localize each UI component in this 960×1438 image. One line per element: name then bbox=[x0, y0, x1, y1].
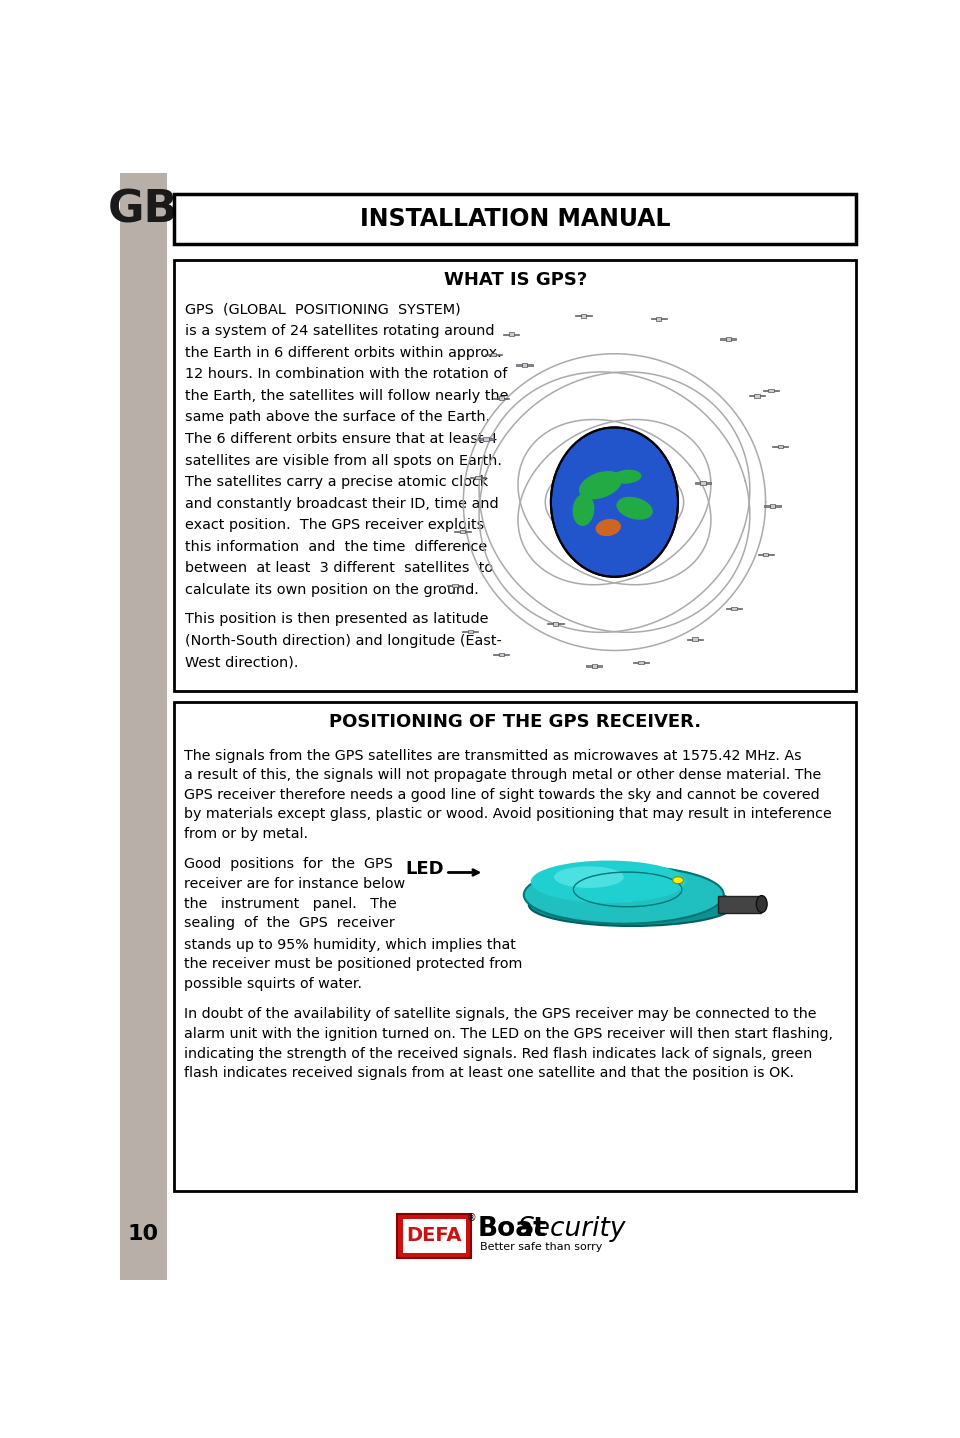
Text: Better safe than sorry: Better safe than sorry bbox=[480, 1242, 602, 1252]
Text: is a system of 24 satellites rotating around: is a system of 24 satellites rotating ar… bbox=[185, 324, 494, 338]
Text: The signals from the GPS satellites are transmitted as microwaves at 1575.42 MHz: The signals from the GPS satellites are … bbox=[183, 749, 802, 762]
Bar bbox=[452, 584, 458, 587]
Text: receiver are for instance below: receiver are for instance below bbox=[183, 877, 405, 892]
Bar bbox=[638, 660, 643, 664]
Bar bbox=[692, 637, 698, 641]
Text: sealing  of  the  GPS  receiver: sealing of the GPS receiver bbox=[183, 916, 395, 930]
Text: 12 hours. In combination with the rotation of: 12 hours. In combination with the rotati… bbox=[185, 367, 508, 381]
Text: INSTALLATION MANUAL: INSTALLATION MANUAL bbox=[360, 207, 670, 232]
Bar bbox=[120, 173, 166, 1280]
Text: from or by metal.: from or by metal. bbox=[183, 827, 307, 841]
Text: GPS receiver therefore needs a good line of sight towards the sky and cannot be : GPS receiver therefore needs a good line… bbox=[183, 788, 819, 802]
Text: flash indicates received signals from at least one satellite and that the positi: flash indicates received signals from at… bbox=[183, 1066, 794, 1080]
Bar bbox=[553, 623, 559, 626]
Ellipse shape bbox=[579, 472, 622, 499]
Bar bbox=[403, 1219, 466, 1252]
Bar bbox=[475, 476, 481, 479]
Ellipse shape bbox=[616, 496, 653, 519]
Text: this information  and  the time  difference: this information and the time difference bbox=[185, 539, 488, 554]
Bar bbox=[460, 529, 466, 533]
Bar bbox=[778, 444, 783, 449]
Text: by materials except glass, plastic or wood. Avoid positioning that may result in: by materials except glass, plastic or wo… bbox=[183, 807, 831, 821]
Bar bbox=[770, 505, 776, 508]
Text: The 6 different orbits ensure that at least 4: The 6 different orbits ensure that at le… bbox=[185, 431, 497, 446]
Bar bbox=[509, 332, 515, 336]
Text: the Earth in 6 different orbits within approx.: the Earth in 6 different orbits within a… bbox=[185, 345, 502, 360]
Text: alarm unit with the ignition turned on. The LED on the GPS receiver will then st: alarm unit with the ignition turned on. … bbox=[183, 1027, 832, 1041]
Text: satellites are visible from all spots on Earth.: satellites are visible from all spots on… bbox=[185, 453, 502, 467]
Ellipse shape bbox=[551, 427, 678, 577]
Text: GPS  (GLOBAL  POSITIONING  SYSTEM): GPS (GLOBAL POSITIONING SYSTEM) bbox=[185, 302, 461, 316]
Bar bbox=[397, 1214, 471, 1258]
Text: (North-South direction) and longitude (East-: (North-South direction) and longitude (E… bbox=[185, 634, 502, 647]
Ellipse shape bbox=[531, 860, 685, 903]
Bar bbox=[768, 388, 774, 393]
Text: indicating the strength of the received signals. Red flash indicates lack of sig: indicating the strength of the received … bbox=[183, 1047, 812, 1060]
Text: stands up to 95% humidity, which implies that: stands up to 95% humidity, which implies… bbox=[183, 938, 516, 952]
Bar bbox=[522, 364, 527, 367]
Text: Boat: Boat bbox=[478, 1217, 547, 1242]
Text: ®: ® bbox=[467, 1214, 476, 1224]
Bar bbox=[483, 437, 489, 441]
Text: DEFA: DEFA bbox=[406, 1227, 462, 1245]
Bar bbox=[656, 318, 661, 321]
Bar bbox=[731, 607, 736, 610]
Text: The satellites carry a precise atomic clock: The satellites carry a precise atomic cl… bbox=[185, 475, 489, 489]
Text: the Earth, the satellites will follow nearly the: the Earth, the satellites will follow ne… bbox=[185, 388, 509, 403]
Text: GB: GB bbox=[108, 188, 179, 232]
Bar bbox=[718, 896, 761, 913]
Bar bbox=[755, 394, 759, 398]
Bar bbox=[468, 630, 473, 633]
Bar bbox=[498, 653, 504, 656]
Text: This position is then presented as latitude: This position is then presented as latit… bbox=[185, 613, 489, 626]
Bar bbox=[591, 664, 597, 667]
Bar bbox=[498, 397, 504, 400]
Bar bbox=[700, 482, 706, 485]
Text: LED: LED bbox=[405, 860, 444, 879]
Text: Good  positions  for  the  GPS: Good positions for the GPS bbox=[183, 857, 393, 871]
Text: and constantly broadcast their ID, time and: and constantly broadcast their ID, time … bbox=[185, 496, 499, 510]
Ellipse shape bbox=[529, 884, 734, 926]
Text: possible squirts of water.: possible squirts of water. bbox=[183, 976, 362, 991]
Text: WHAT IS GPS?: WHAT IS GPS? bbox=[444, 270, 587, 289]
Text: Security: Security bbox=[517, 1217, 626, 1242]
Text: West direction).: West direction). bbox=[185, 656, 299, 669]
Bar bbox=[175, 194, 856, 244]
Text: between  at least  3 different  satellites  to: between at least 3 different satellites … bbox=[185, 561, 493, 575]
Text: the receiver must be positioned protected from: the receiver must be positioned protecte… bbox=[183, 958, 522, 971]
Text: POSITIONING OF THE GPS RECEIVER.: POSITIONING OF THE GPS RECEIVER. bbox=[329, 713, 702, 732]
Text: exact position.  The GPS receiver exploits: exact position. The GPS receiver exploit… bbox=[185, 518, 485, 532]
Text: same path above the surface of the Earth.: same path above the surface of the Earth… bbox=[185, 410, 491, 424]
Bar bbox=[581, 313, 587, 318]
Text: In doubt of the availability of satellite signals, the GPS receiver may be conne: In doubt of the availability of satellit… bbox=[183, 1007, 816, 1021]
Ellipse shape bbox=[612, 470, 641, 483]
Text: the   instrument   panel.   The: the instrument panel. The bbox=[183, 897, 396, 910]
Ellipse shape bbox=[554, 866, 624, 887]
Text: a result of this, the signals will not propagate through metal or other dense ma: a result of this, the signals will not p… bbox=[183, 768, 821, 782]
Text: calculate its own position on the ground.: calculate its own position on the ground… bbox=[185, 582, 479, 597]
Bar bbox=[175, 260, 856, 690]
Bar bbox=[726, 336, 732, 341]
Bar bbox=[175, 702, 856, 1191]
Ellipse shape bbox=[756, 896, 767, 913]
Ellipse shape bbox=[572, 493, 594, 526]
Ellipse shape bbox=[524, 866, 724, 923]
Bar bbox=[763, 552, 768, 557]
Ellipse shape bbox=[673, 877, 684, 884]
Ellipse shape bbox=[595, 519, 621, 536]
Bar bbox=[491, 352, 496, 357]
Text: 10: 10 bbox=[128, 1224, 158, 1244]
